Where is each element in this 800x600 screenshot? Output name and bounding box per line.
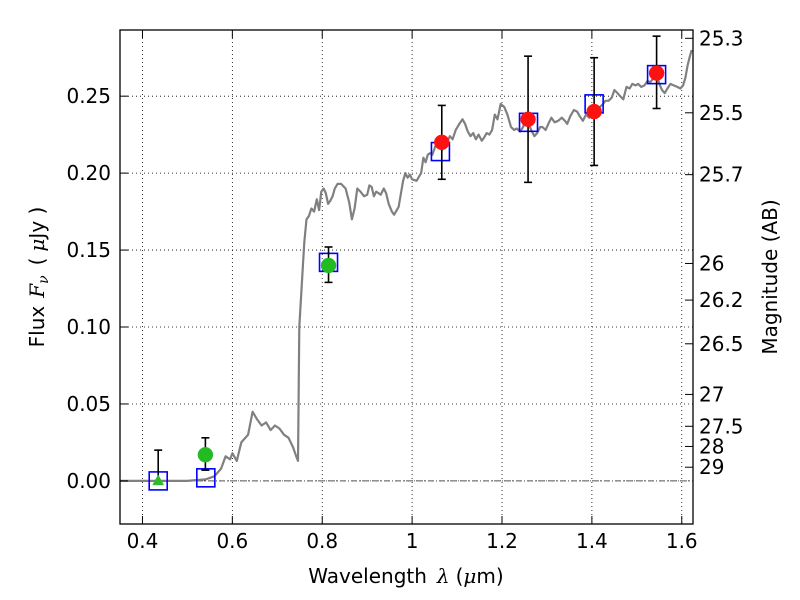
y2-tick-label: 28 — [699, 434, 724, 458]
y-tick-label: 0.00 — [66, 469, 111, 493]
y2-tick-label: 26.5 — [699, 332, 744, 356]
y2-tick-label: 29 — [699, 455, 724, 479]
red-data-point — [434, 134, 450, 151]
y2-tick-label: 25.7 — [699, 163, 744, 187]
y-axis-label-unit-rest: Jy ) — [25, 207, 49, 241]
x-tick-label: 1.6 — [666, 529, 698, 553]
y-axis-label-subscript: ν — [36, 275, 52, 284]
y2-tick-label: 27 — [699, 382, 724, 406]
y-axis-label-symbol: F — [25, 283, 49, 299]
y-axis-label: Flux Fν ( μJy ) — [25, 207, 52, 348]
y2-tick-label: 27.5 — [699, 414, 744, 438]
x-axis-label-text: Wavelength — [308, 564, 427, 588]
y-tick-label: 0.25 — [66, 84, 111, 108]
x-tick-label: 1.2 — [486, 529, 518, 553]
red-data-point — [520, 111, 536, 128]
x-axis-label: Wavelength λ (μm) — [308, 564, 503, 588]
y-axis-label-text: Flux — [25, 306, 49, 348]
x-tick-label: 0.6 — [216, 529, 248, 553]
y2-tick-label: 25.5 — [699, 101, 744, 125]
x-axis-label-unit-rest: m) — [476, 564, 503, 588]
y2-tick-label: 25.3 — [699, 26, 744, 50]
x-tick-label: 1 — [406, 529, 419, 553]
green-data-point — [320, 257, 337, 274]
axes: 0.4 0.6 0.8 1 1.2 1.4 1.6 0.00 0.05 0.10 0.15 0.20 0… — [66, 26, 743, 553]
red-data-point — [648, 65, 665, 81]
y-tick-label: 0.15 — [66, 238, 111, 262]
y2-axis-label: Magnitude (AB) — [758, 199, 782, 354]
y-tick-label: 0.05 — [66, 392, 111, 416]
x-tick-label: 0.8 — [306, 529, 338, 553]
y-tick-label: 0.20 — [66, 161, 111, 185]
markers — [148, 35, 667, 491]
x-axis-label-symbol: λ — [436, 564, 450, 588]
x-axis-label-unit-mu: μ — [463, 564, 476, 588]
x-tick-label: 1.4 — [576, 529, 608, 553]
y-axis-label-unit-mu: μ — [25, 239, 49, 252]
y-axis-label-unit-open: ( — [25, 258, 49, 266]
green-data-point — [197, 446, 214, 463]
green-triangle-point — [152, 474, 165, 486]
y2-tick-label: 26 — [699, 251, 724, 275]
plot-frame — [119, 29, 694, 525]
x-tick-label: 0.4 — [127, 529, 159, 553]
x-axis-label-unit-open: ( — [456, 564, 464, 588]
y-tick-label: 0.10 — [66, 315, 111, 339]
y2-tick-label: 26.2 — [699, 288, 744, 312]
plot-area — [120, 49, 693, 482]
model-spectrum-line — [120, 49, 693, 482]
red-data-point — [586, 103, 602, 120]
